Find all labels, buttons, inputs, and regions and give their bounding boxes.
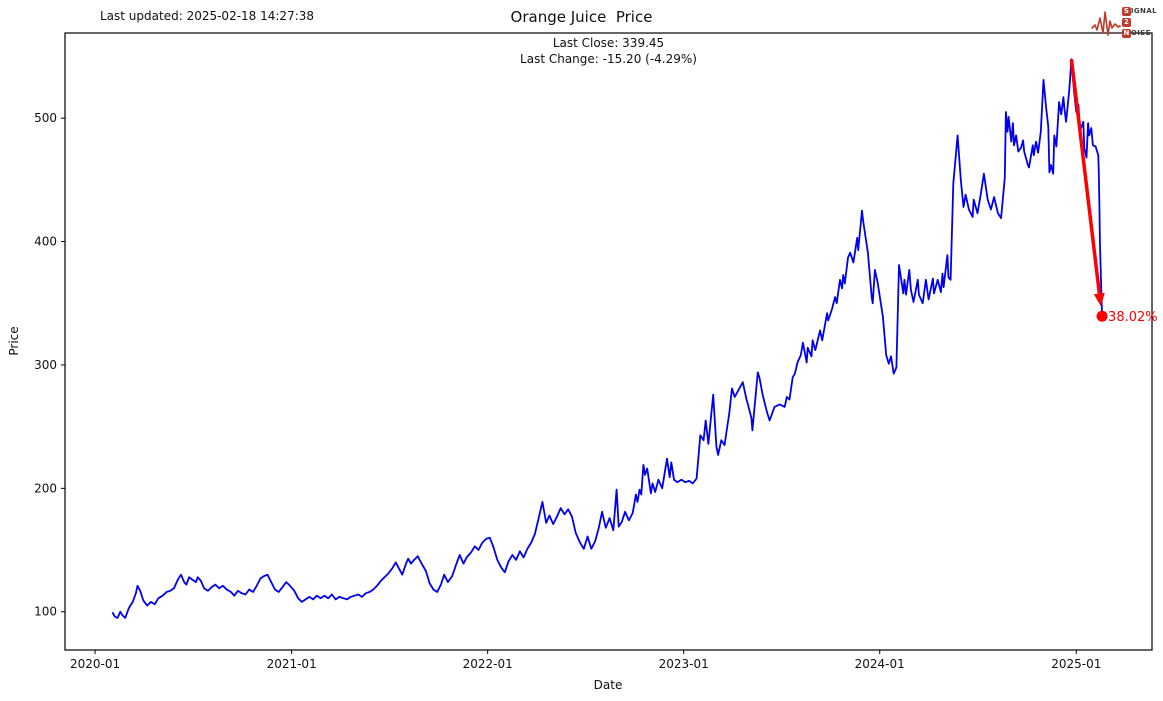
x-axis-label: Date xyxy=(594,678,623,692)
y-tick-label: 300 xyxy=(34,358,57,372)
signal2noise-logo: S IGNAL 2 N OISE xyxy=(1091,4,1157,40)
x-tick-label: 2025-01 xyxy=(1051,657,1101,671)
logo-row-2: 2 xyxy=(1121,17,1157,27)
waveform-icon xyxy=(1091,11,1121,36)
last-updated-text: Last updated: 2025-02-18 14:27:38 xyxy=(100,9,315,23)
logo-letter-n: N xyxy=(1121,28,1131,38)
price-line xyxy=(111,58,1103,619)
last-close-dot xyxy=(1096,310,1108,322)
drawdown-arrow-shaft xyxy=(1069,59,1102,294)
logo-word-ignal: IGNAL xyxy=(1130,6,1157,15)
axis-ticks: 2020-01 2021-01 2022-01 2023-01 2024-01 2025-… xyxy=(34,111,1101,671)
logo-letter-s: S xyxy=(1121,6,1131,16)
x-tick-label: 2020-01 xyxy=(70,657,120,671)
drawdown-annotation xyxy=(1069,59,1108,322)
logo-letter-2: 2 xyxy=(1121,17,1131,27)
logo-text: S IGNAL 2 N OISE xyxy=(1121,6,1157,38)
logo-row-signal: S IGNAL xyxy=(1121,6,1157,16)
price-series xyxy=(111,58,1103,619)
logo-word-oise: OISE xyxy=(1130,28,1151,37)
plot-area xyxy=(64,32,1153,651)
x-tick-label: 2023-01 xyxy=(659,657,709,671)
x-tick-label: 2021-01 xyxy=(267,657,317,671)
x-tick-label: 2024-01 xyxy=(855,657,905,671)
chart-title: Orange Juice Price xyxy=(510,8,653,26)
annotation-label: 38.02% xyxy=(1108,310,1158,325)
y-tick-label: 200 xyxy=(34,481,57,495)
y-tick-label: 100 xyxy=(34,605,57,619)
y-tick-label: 500 xyxy=(34,111,57,125)
y-tick-label: 400 xyxy=(34,235,57,249)
drawdown-arrow-head xyxy=(1093,292,1105,307)
x-tick-label: 2022-01 xyxy=(463,657,513,671)
y-axis-label: Price xyxy=(7,326,21,355)
last-change-text: Last Change: -15.20 (-4.29%) xyxy=(520,52,697,66)
last-close-text: Last Close: 339.45 xyxy=(552,36,665,50)
logo-row-noise: N OISE xyxy=(1121,28,1157,38)
